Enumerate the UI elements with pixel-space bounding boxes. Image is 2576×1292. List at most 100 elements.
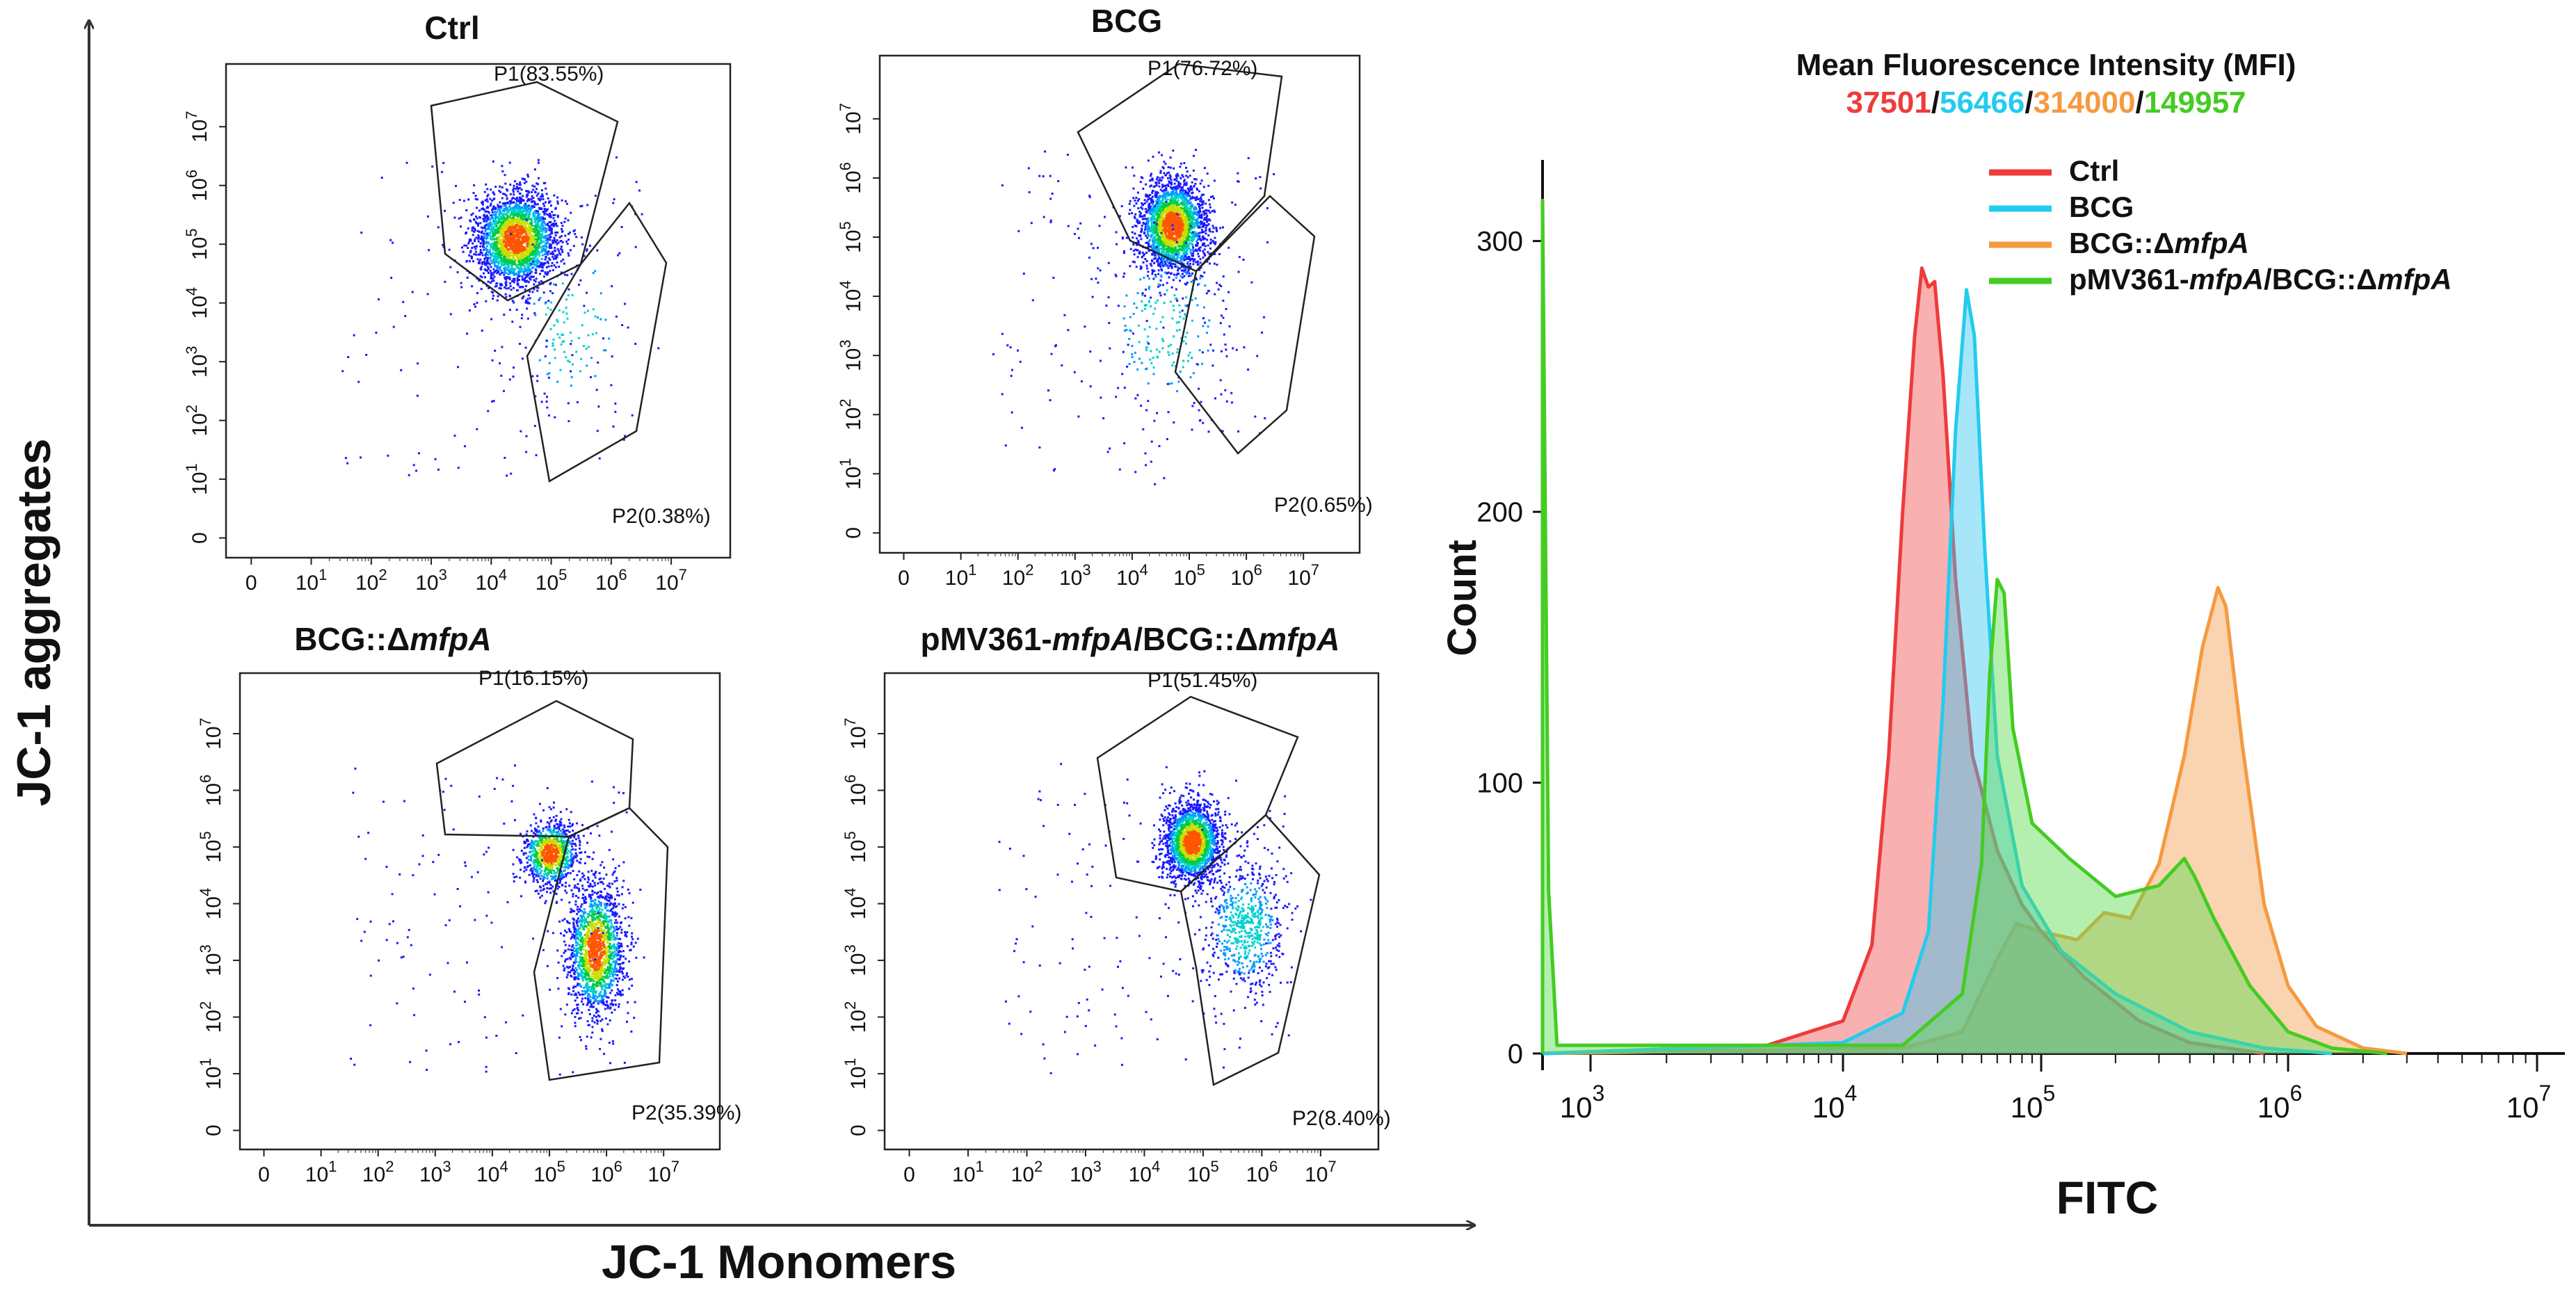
event-dot — [554, 234, 557, 236]
event-dot — [1148, 207, 1150, 210]
event-dot — [344, 457, 347, 460]
event-dot — [498, 208, 500, 211]
event-dot — [552, 217, 555, 220]
event-dot — [493, 223, 496, 225]
event-dot — [522, 247, 524, 249]
event-dot — [510, 201, 513, 204]
event-dot — [1194, 207, 1197, 209]
event-dot — [1179, 257, 1182, 259]
event-dot — [1162, 248, 1165, 250]
event-dot — [1211, 195, 1214, 197]
event-dot — [1176, 220, 1179, 223]
event-dot — [587, 309, 589, 312]
event-dot — [1186, 170, 1189, 173]
event-dot — [1161, 229, 1164, 232]
event-dot — [1198, 234, 1200, 237]
event-dot — [543, 222, 546, 224]
event-dot — [505, 281, 508, 284]
event-dot — [1186, 225, 1189, 227]
event-dot — [514, 211, 517, 213]
event-dot — [392, 241, 394, 244]
event-dot — [1185, 195, 1188, 197]
event-dot — [535, 255, 538, 257]
event-dot — [1181, 257, 1184, 260]
event-dot — [1150, 208, 1153, 211]
event-dot — [1198, 207, 1201, 210]
event-dot — [486, 195, 489, 197]
event-dot — [563, 220, 566, 223]
event-dot — [527, 216, 530, 219]
event-dot — [1157, 285, 1160, 288]
event-dot — [1182, 247, 1184, 250]
event-dot — [526, 209, 529, 211]
event-dot — [522, 219, 525, 222]
event-dot — [657, 347, 660, 350]
event-dot — [524, 236, 526, 239]
event-dot — [554, 416, 556, 419]
event-dot — [481, 263, 484, 266]
event-dot — [1184, 268, 1187, 271]
event-dot — [469, 239, 472, 241]
event-dot — [506, 241, 509, 243]
event-dot — [472, 212, 474, 215]
event-dot — [1133, 204, 1136, 207]
event-dot — [1193, 226, 1196, 229]
event-dot — [522, 273, 525, 276]
event-dot — [559, 240, 562, 243]
event-dot — [558, 236, 561, 239]
event-dot — [473, 218, 475, 220]
event-dot — [549, 239, 552, 241]
event-dot — [513, 236, 515, 239]
event-dot — [491, 280, 494, 282]
event-dot — [540, 269, 543, 272]
event-dot — [479, 258, 482, 261]
event-dot — [492, 208, 494, 211]
event-dot — [1141, 225, 1143, 227]
event-dot — [527, 246, 530, 249]
event-dot — [487, 225, 490, 227]
event-dot — [1170, 215, 1173, 218]
event-dot — [1178, 260, 1181, 263]
event-dot — [511, 300, 514, 302]
event-dot — [492, 221, 494, 224]
event-dot — [490, 223, 493, 226]
event-dot — [521, 314, 524, 316]
event-dot — [545, 242, 547, 245]
event-dot — [524, 220, 526, 223]
event-dot — [520, 242, 522, 245]
event-dot — [477, 234, 480, 237]
event-dot — [509, 245, 512, 248]
event-dot — [548, 221, 551, 224]
event-dot — [506, 188, 508, 191]
event-dot — [529, 209, 532, 212]
event-dot — [533, 185, 536, 188]
event-dot — [487, 257, 489, 260]
event-dot — [458, 199, 461, 201]
event-dot — [1186, 226, 1189, 229]
event-dot — [1137, 207, 1140, 209]
event-dot — [479, 275, 482, 277]
event-dot — [480, 242, 483, 245]
event-dot — [479, 251, 482, 254]
event-dot — [1170, 193, 1173, 196]
event-dot — [536, 215, 539, 217]
event-dot — [1179, 207, 1182, 209]
event-dot — [515, 186, 518, 188]
event-dot — [477, 237, 479, 240]
event-dot — [1143, 215, 1146, 217]
event-dot — [511, 267, 514, 270]
event-dot — [517, 221, 520, 224]
event-dot — [1140, 206, 1143, 209]
event-dot — [561, 241, 564, 243]
event-dot — [1180, 221, 1182, 224]
event-dot — [514, 263, 517, 265]
event-dot — [1190, 204, 1193, 207]
event-dot — [525, 299, 527, 302]
event-dot — [551, 211, 554, 213]
event-dot — [1190, 227, 1193, 230]
event-dot — [1160, 211, 1162, 214]
event-dot — [529, 239, 532, 241]
event-dot — [1136, 218, 1138, 221]
event-dot — [504, 230, 507, 233]
event-dot — [1175, 217, 1177, 220]
